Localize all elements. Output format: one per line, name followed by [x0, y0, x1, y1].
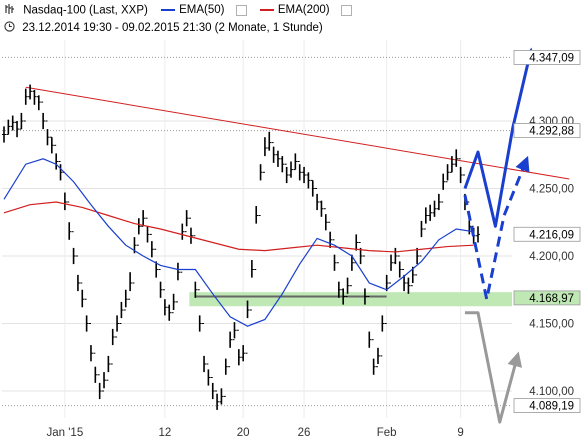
chart-header: Nasdaq-100 (Last, XXP) EMA(50) EMA(200) …: [0, 0, 581, 40]
symbol-label: Nasdaq-100 (Last, XXP): [23, 4, 148, 17]
x-axis-labels: Jan '15 12 20 26 Feb 9: [47, 427, 464, 439]
legend-ema200: EMA(200): [259, 4, 330, 17]
price-bars: [2, 84, 480, 410]
y-tick-box: [513, 290, 581, 306]
y-tick-label: 4.347,09: [529, 52, 574, 64]
period-label: 23.12.2014 19:30 - 09.02.2015 21:30 (2 M…: [22, 22, 323, 34]
clock-icon: [4, 21, 15, 35]
scenario-arrow-solid: [464, 311, 523, 424]
x-tick-label: Feb: [377, 427, 397, 439]
y-tick-box: [513, 226, 581, 242]
x-tick-label: 26: [298, 427, 311, 439]
grid-lines: [2, 40, 512, 418]
scenario-arrow-dashed: [463, 155, 530, 301]
chart-candle-icon: [4, 3, 16, 18]
y-tick-label: 4.168,97: [529, 293, 574, 305]
y-tick-label: 4.216,09: [529, 229, 574, 241]
y-axis-labels: 4.347,094.300,004.292,884.250,004.216,09…: [513, 50, 581, 413]
header-row-2: 23.12.2014 19:30 - 09.02.2015 21:30 (2 M…: [4, 21, 323, 35]
scenario-arrow-solid: [463, 47, 536, 228]
y-tick-label: 4.100,00: [529, 386, 574, 398]
legend-ema200-label: EMA(200): [277, 4, 330, 17]
y-tick-box: [513, 398, 581, 413]
x-tick-label: 12: [159, 427, 172, 439]
ema50-toggle-checkbox[interactable]: [235, 5, 247, 16]
ema200-line: [3, 201, 474, 253]
resistance-trendline: [25, 86, 570, 180]
x-tick-label: Jan '15: [47, 427, 84, 439]
y-tick-label: 4.292,88: [529, 126, 574, 138]
ema50-line: [3, 158, 474, 327]
y-tick-label: 4.250,00: [529, 184, 574, 196]
y-tick-label: 4.150,00: [529, 319, 574, 331]
header-row-1: Nasdaq-100 (Last, XXP) EMA(50) EMA(200): [4, 3, 352, 18]
y-tick-box: [513, 50, 581, 65]
x-tick-label: 20: [237, 427, 250, 439]
ema200-toggle-checkbox[interactable]: [340, 5, 352, 16]
y-tick-box: [513, 123, 581, 139]
legend-ema50-label: EMA(50): [179, 4, 225, 17]
support-zone: [189, 292, 512, 307]
ema200-swatch: [259, 9, 274, 12]
y-tick-label: 4.089,19: [529, 401, 574, 413]
y-tick-label: 4.200,00: [529, 251, 574, 263]
legend-ema50: EMA(50): [161, 4, 224, 16]
ema50-swatch: [161, 9, 176, 12]
x-tick-label: 9: [457, 427, 463, 439]
